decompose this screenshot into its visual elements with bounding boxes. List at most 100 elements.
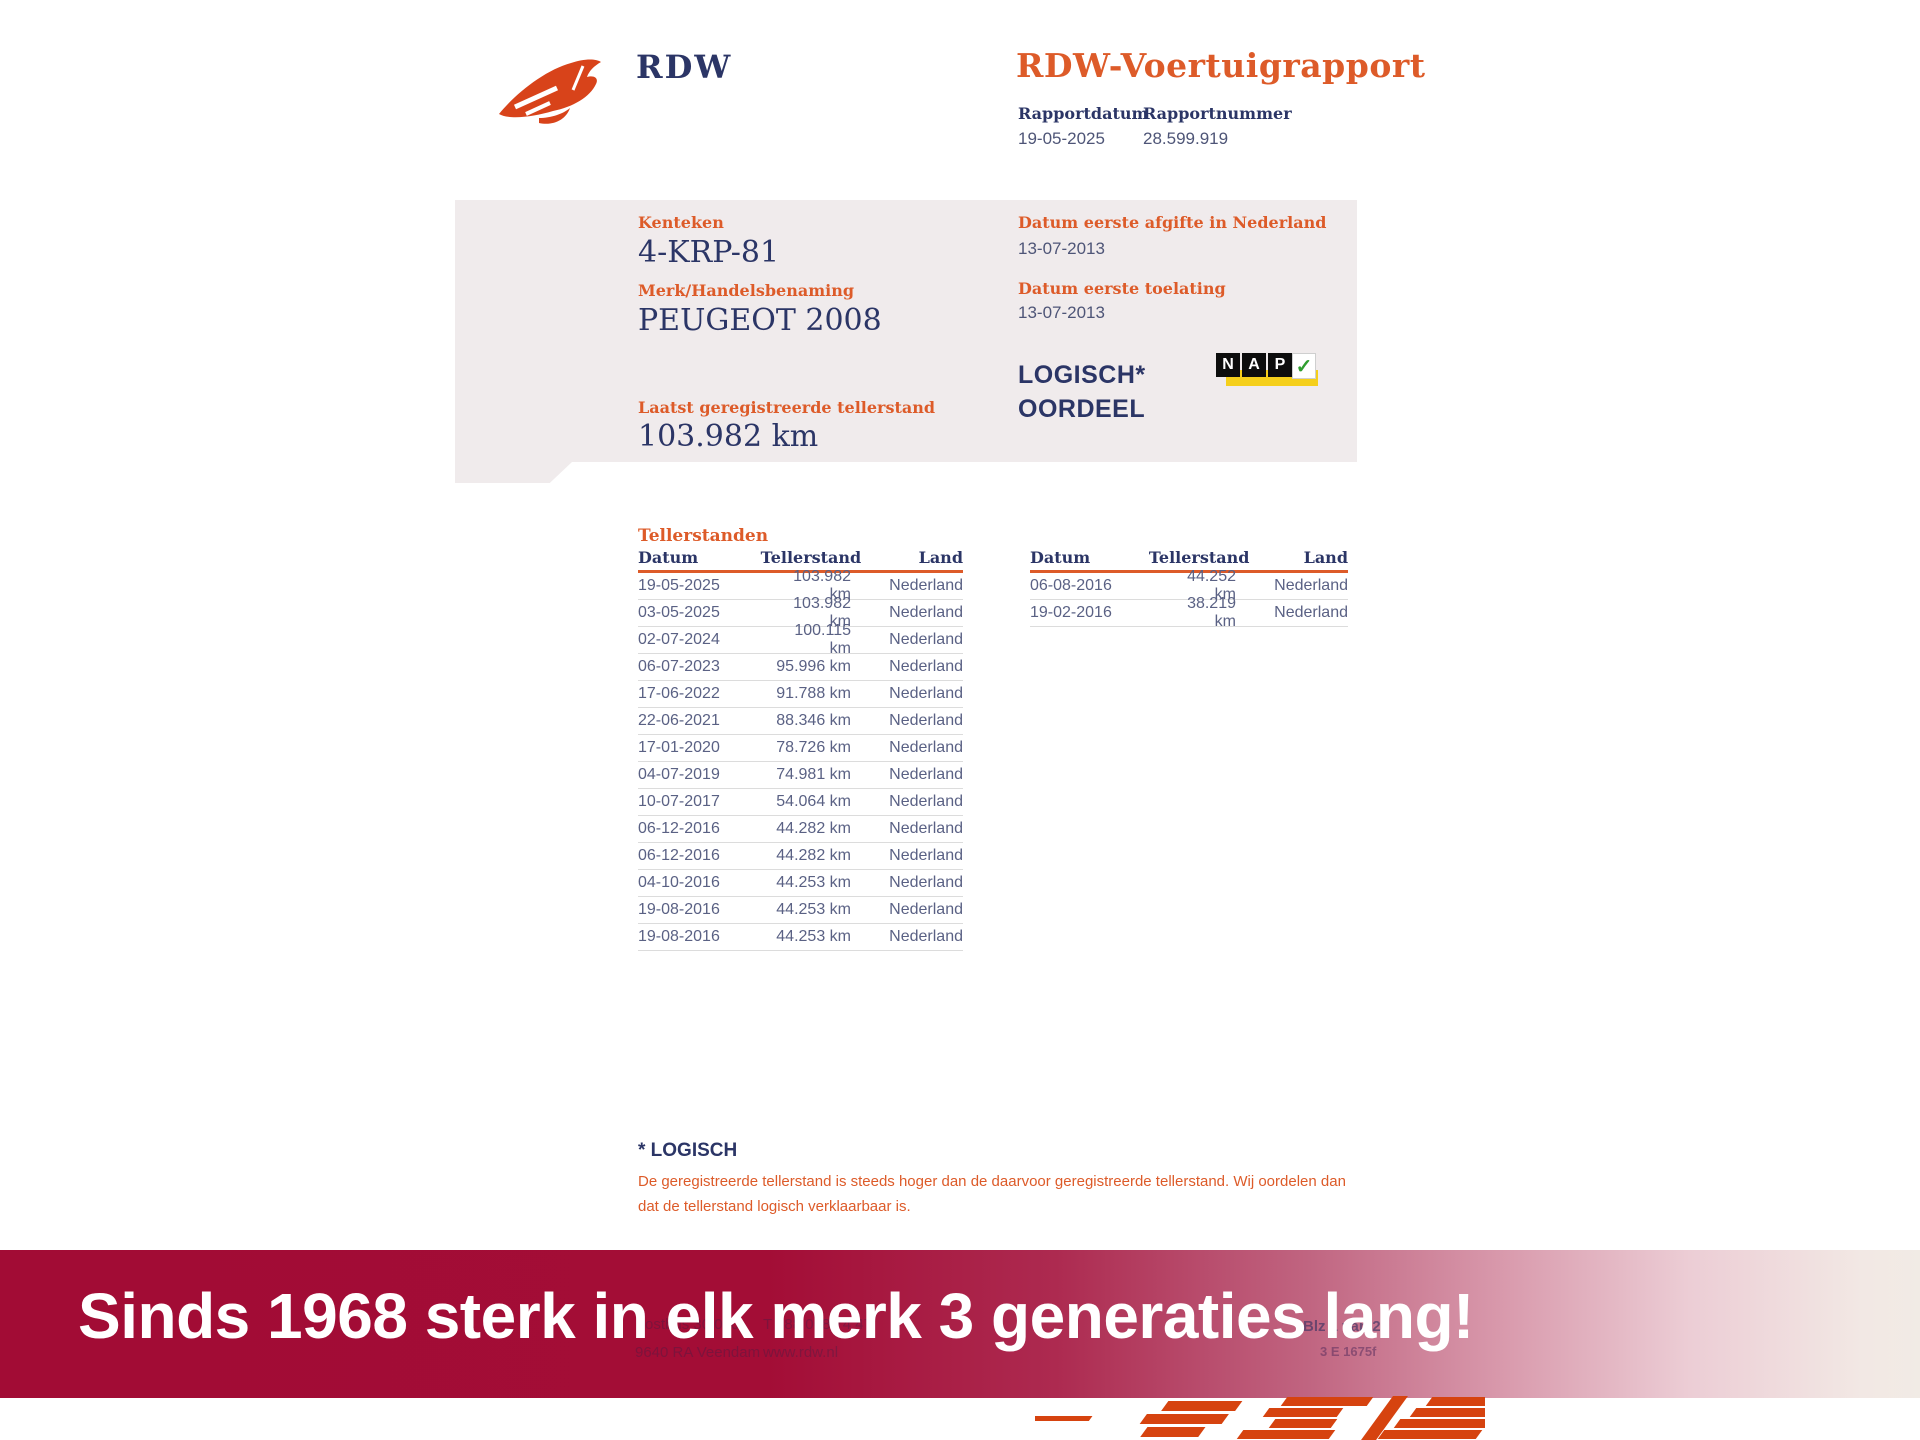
table-row: 17-01-2020 78.726 km Nederland	[638, 735, 963, 762]
logisch-note-line2: dat de tellerstand logisch verklaarbaar …	[638, 1198, 911, 1215]
nap-logo: N A P ✓	[1216, 353, 1320, 391]
cell-datum: 02-07-2024	[638, 631, 720, 648]
nap-check-icon: ✓	[1292, 353, 1316, 379]
cell-land: Nederland	[889, 793, 963, 810]
table-row: 02-07-2024 100.115 km Nederland	[638, 622, 963, 657]
report-number-label: Rapportnummer	[1143, 104, 1292, 123]
header-land: Land	[1303, 548, 1348, 567]
promo-banner	[0, 1250, 1920, 1398]
cell-land: Nederland	[889, 820, 963, 837]
tellerstanden-heading: Tellerstanden	[638, 526, 769, 546]
table-row: 06-12-2016 44.282 km Nederland	[638, 843, 963, 870]
cell-land: Nederland	[1274, 577, 1348, 594]
cell-tellerstand: 44.253 km	[776, 874, 851, 891]
table-row: 04-07-2019 74.981 km Nederland	[638, 762, 963, 789]
merk-label: Merk/Handelsbenaming	[638, 281, 855, 300]
promo-banner-text: Sinds 1968 sterk in elk merk 3 generatie…	[78, 1280, 1474, 1352]
page-title: RDW-Voertuigrapport	[1016, 46, 1426, 85]
cell-datum: 22-06-2021	[638, 712, 720, 729]
cell-datum: 06-07-2023	[638, 658, 720, 675]
header-tellerstand: Tellerstand	[1148, 548, 1250, 567]
table-header: Datum Tellerstand Land	[638, 546, 963, 573]
cell-datum: 04-10-2016	[638, 874, 720, 891]
dealer-stripes-logo-icon	[1035, 1396, 1485, 1440]
cell-datum: 19-05-2025	[638, 577, 720, 594]
nap-letter-a: A	[1242, 353, 1266, 377]
cell-land: Nederland	[889, 577, 963, 594]
table-row: 19-05-2025 103.982 km Nederland	[638, 568, 963, 603]
kenteken-value: 4-KRP-81	[638, 235, 780, 270]
cell-datum: 19-08-2016	[638, 901, 720, 918]
cell-datum: 19-02-2016	[1030, 604, 1112, 621]
oordeel-line2: OORDEEL	[1018, 395, 1146, 423]
cell-land: Nederland	[1274, 604, 1348, 621]
cell-land: Nederland	[889, 658, 963, 675]
cell-datum: 06-12-2016	[638, 847, 720, 864]
cell-land: Nederland	[889, 766, 963, 783]
tellerstand-value: 103.982 km	[638, 419, 819, 454]
cell-tellerstand: 44.282 km	[776, 820, 851, 837]
table-row: 19-08-2016 44.253 km Nederland	[638, 924, 963, 951]
cell-datum: 06-12-2016	[638, 820, 720, 837]
cell-datum: 06-08-2016	[1030, 577, 1112, 594]
cell-tellerstand: 54.064 km	[776, 793, 851, 810]
table-row: 22-06-2021 88.346 km Nederland	[638, 708, 963, 735]
report-number-value: 28.599.919	[1143, 129, 1229, 148]
tellerstanden-table-left: Datum Tellerstand Land 19-05-2025 103.982…	[638, 546, 963, 951]
cell-datum: 03-05-2025	[638, 604, 720, 621]
table-row: 06-07-2023 95.996 km Nederland	[638, 654, 963, 681]
cell-datum: 17-06-2022	[638, 685, 720, 702]
cell-tellerstand: 91.788 km	[776, 685, 851, 702]
table-row: 03-05-2025 103.982 km Nederland	[638, 595, 963, 630]
cell-datum: 19-08-2016	[638, 928, 720, 945]
table-row: 06-12-2016 44.282 km Nederland	[638, 816, 963, 843]
report-date-value: 19-05-2025	[1018, 129, 1105, 148]
logisch-note-text: De geregistreerde tellerstand is steeds …	[638, 1169, 1398, 1219]
cell-land: Nederland	[889, 901, 963, 918]
table-row: 19-08-2016 44.253 km Nederland	[638, 897, 963, 924]
cell-tellerstand: 100.115 km	[794, 622, 851, 657]
table-header: Datum Tellerstand Land	[1030, 546, 1348, 573]
cell-land: Nederland	[889, 712, 963, 729]
tellerstand-label: Laatst geregistreerde tellerstand	[638, 398, 936, 417]
cell-tellerstand: 95.996 km	[776, 658, 851, 675]
header-tellerstand: Tellerstand	[760, 548, 862, 567]
oordeel-text: LOGISCH* OORDEEL	[1018, 358, 1146, 426]
afgifte-value: 13-07-2013	[1018, 239, 1105, 258]
afgifte-label: Datum eerste afgifte in Nederland	[1018, 213, 1327, 232]
table-body: 19-05-2025 103.982 km Nederland 03-05-2025 1…	[638, 568, 963, 951]
header-datum: Datum	[638, 548, 699, 567]
logisch-note-heading: * LOGISCH	[638, 1140, 738, 1161]
cell-land: Nederland	[889, 847, 963, 864]
footer-form-code: 3 E 1675f	[1320, 1344, 1377, 1359]
cell-land: Nederland	[889, 739, 963, 756]
cell-land: Nederland	[889, 631, 963, 648]
cell-tellerstand: 38.219 km	[1187, 595, 1236, 630]
cell-datum: 04-07-2019	[638, 766, 720, 783]
cell-land: Nederland	[889, 685, 963, 702]
tellerstanden-table-right: Datum Tellerstand Land 06-08-2016 44.252 …	[1030, 546, 1348, 630]
cell-land: Nederland	[889, 874, 963, 891]
oordeel-line1: LOGISCH*	[1018, 361, 1146, 389]
nap-letter-p: P	[1268, 353, 1292, 377]
kenteken-label: Kenteken	[638, 213, 724, 232]
footer-phone: T 088 008 74 47	[763, 1316, 872, 1333]
cell-tellerstand: 44.252 km	[1187, 568, 1236, 603]
cell-land: Nederland	[889, 928, 963, 945]
logisch-note-line1: De geregistreerde tellerstand is steeds …	[638, 1173, 1346, 1190]
footer-website: www.rdw.nl	[763, 1344, 839, 1361]
rdw-feather-logo-icon	[499, 59, 601, 124]
rdw-logo-wordmark: RDW	[636, 48, 733, 86]
table-row: 04-10-2016 44.253 km Nederland	[638, 870, 963, 897]
table-row: 06-08-2016 44.252 km Nederland	[1030, 568, 1348, 603]
header-land: Land	[918, 548, 963, 567]
cell-tellerstand: 103.982 km	[793, 568, 851, 603]
table-row: 10-07-2017 54.064 km Nederland	[638, 789, 963, 816]
toelating-value: 13-07-2013	[1018, 303, 1105, 322]
cell-tellerstand: 103.982 km	[793, 595, 851, 630]
cell-datum: 17-01-2020	[638, 739, 720, 756]
nap-letter-n: N	[1216, 353, 1240, 377]
header-datum: Datum	[1030, 548, 1091, 567]
report-date-label: Rapportdatum	[1018, 104, 1149, 123]
